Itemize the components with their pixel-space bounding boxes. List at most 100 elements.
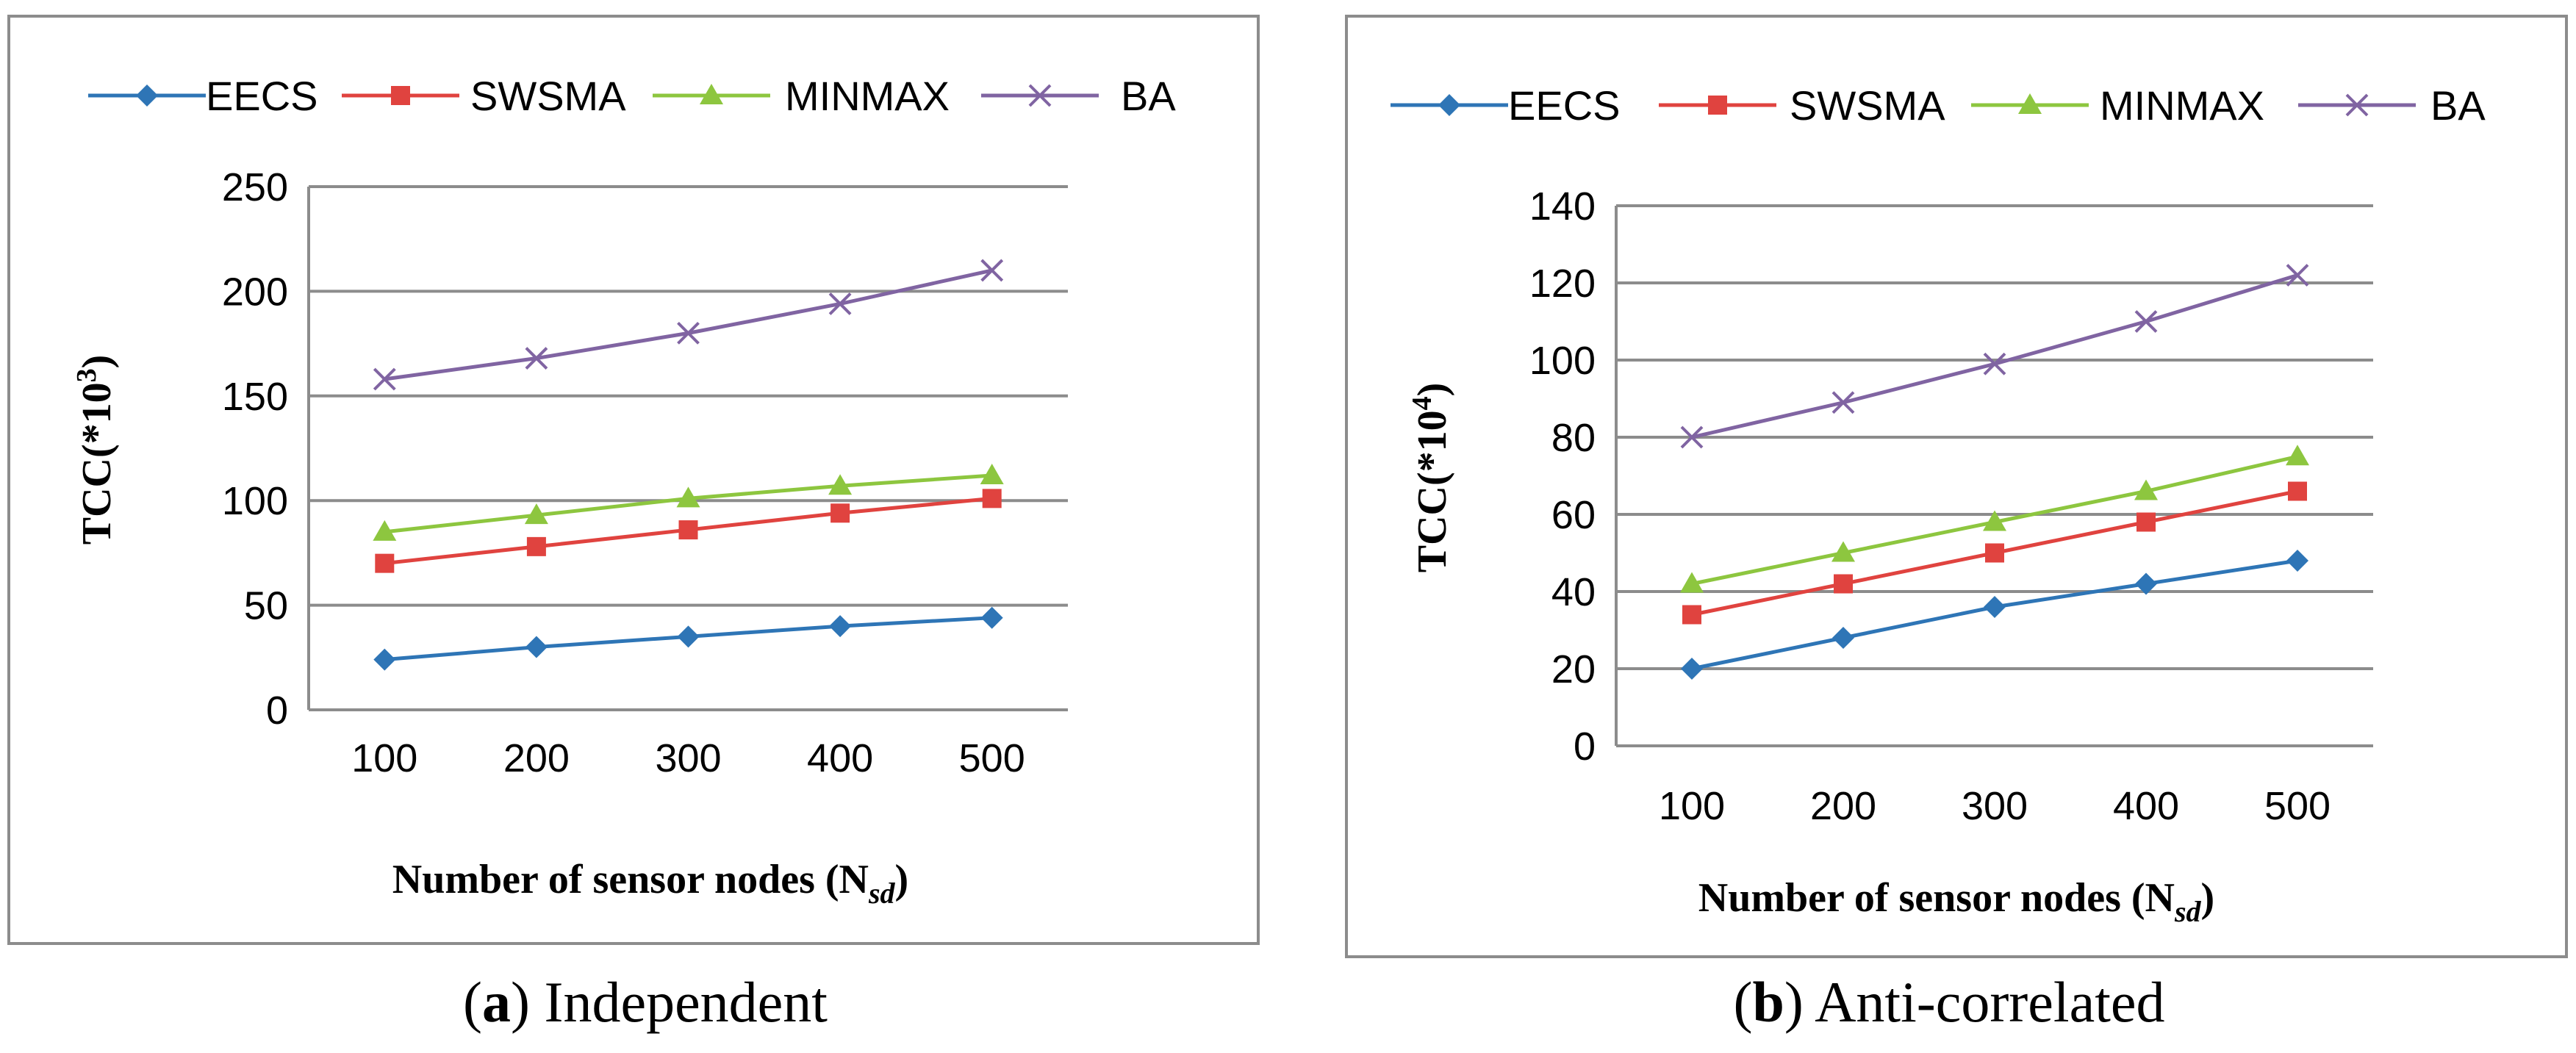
chart-a-series-swsma-point-200 xyxy=(526,536,546,556)
chart-a-legend-eecs-marker xyxy=(136,85,158,107)
chart-b-series-eecs-point-500 xyxy=(2286,550,2308,572)
chart-a-legend-ba-marker-stroke-2 xyxy=(1028,84,1052,107)
chart-b-x-tick-500: 500 xyxy=(2264,784,2331,828)
chart-a-series-eecs-point-200 xyxy=(525,636,548,658)
chart-a-series-ba-point-500 xyxy=(980,259,1004,282)
chart-b-x-tick-200: 200 xyxy=(1810,784,1876,828)
chart-b-x-tick-300: 300 xyxy=(1962,784,2028,828)
chart-a-y-axis-title-main: TCC(*10 xyxy=(74,382,120,545)
chart-a-series-ba-point-500-stroke-2 xyxy=(980,259,1004,282)
chart-b-series-minmax-point-100 xyxy=(1680,572,1704,593)
chart-b-x-axis-title: Number of sensor nodes (Nsd) xyxy=(1698,875,2214,928)
chart-a-x-tick-100: 100 xyxy=(351,736,417,780)
chart-a-y-axis-title-sup: 3 xyxy=(71,368,102,382)
chart-b-series-ba-point-400-stroke-2 xyxy=(2134,310,2158,333)
chart-b-series-ba xyxy=(1680,264,2309,449)
chart-b-series-minmax-point-500 xyxy=(2286,445,2309,466)
chart-b-series-eecs-point-100 xyxy=(1681,658,1703,680)
chart-a-caption-label: a xyxy=(482,970,511,1034)
chart-a-legend-eecs-label: EECS xyxy=(206,73,318,119)
chart-a-x-tick-500: 500 xyxy=(959,736,1025,780)
chart-b-x-tick-100: 100 xyxy=(1659,784,1725,828)
chart-b-legend-swsma-label: SWSMA xyxy=(1790,82,1945,129)
chart-a-y-axis-title: TCC(*103) xyxy=(71,355,120,545)
chart-a-x-tick-200: 200 xyxy=(503,736,570,780)
chart-b-y-tick-140: 140 xyxy=(1529,184,1596,229)
chart-a-legend-ba-marker xyxy=(1028,84,1052,107)
chart-a-frame xyxy=(7,15,1260,945)
chart-b-series-eecs-point-200 xyxy=(1832,627,1854,649)
chart-a-caption-text: Independent xyxy=(544,970,828,1034)
chart-b-series-ba-point-100 xyxy=(1680,425,1704,449)
chart-b-y-tick-40: 40 xyxy=(1551,570,1596,614)
chart-a-x-axis-title-close: ) xyxy=(895,857,909,902)
chart-b-legend: EECS SWSMA MINMAX BA xyxy=(1391,82,2486,129)
chart-b-series-ba-point-300-stroke-2 xyxy=(1983,352,2006,375)
chart-a-series-ba-point-100-stroke-2 xyxy=(373,367,396,391)
chart-b-series-ba-point-400 xyxy=(2134,310,2158,333)
chart-a-series-minmax-point-300 xyxy=(676,486,700,508)
chart-b-y-tick-120: 120 xyxy=(1529,262,1596,306)
chart-panel-a: 0 50 100 150 200 250 100 200 300 400 500 EECS SWSMA M… xyxy=(7,15,1260,1034)
chart-a-series-eecs xyxy=(373,606,1003,671)
chart-a-y-tick-100: 100 xyxy=(222,479,288,523)
chart-b-y-tick-0: 0 xyxy=(1574,725,1596,769)
chart-b-legend-ba-label: BA xyxy=(2430,82,2486,129)
chart-b-svg: 0 20 40 60 80 100 120 140 100 200 300 400 500 EECS SWS… xyxy=(1345,15,2568,1034)
chart-b-series-ba-point-200-stroke-2 xyxy=(1831,391,1855,414)
chart-a-legend-swsma-marker xyxy=(391,86,410,105)
chart-a-series-ba xyxy=(373,259,1004,391)
chart-a-legend-swsma-label: SWSMA xyxy=(470,73,626,119)
chart-a-legend-minmax-marker xyxy=(700,84,723,104)
chart-a-x-axis-title: Number of sensor nodes (Nsd) xyxy=(392,857,908,910)
chart-b-series-eecs xyxy=(1681,550,2308,680)
chart-a-y-tick-50: 50 xyxy=(244,584,288,628)
chart-b-legend-swsma-marker xyxy=(1708,96,1727,115)
chart-b-y-tick-80: 80 xyxy=(1551,416,1596,460)
chart-a-legend: EECS SWSMA MINMAX BA xyxy=(88,73,1176,119)
chart-a-caption-open: ( xyxy=(463,970,482,1034)
chart-a-series-swsma-point-100 xyxy=(375,553,395,573)
chart-a-y-axis-title-close: ) xyxy=(74,355,120,369)
chart-b-caption-label: b xyxy=(1753,970,1784,1034)
chart-b-y-axis-title-main: TCC(*10 xyxy=(1410,410,1455,572)
chart-b-frame xyxy=(1345,15,2568,958)
chart-b-caption: (b) Anti-correlated xyxy=(1734,970,2165,1034)
chart-a-series-swsma-point-500 xyxy=(982,489,1002,508)
chart-b-series-ba-point-200 xyxy=(1831,391,1855,414)
chart-a-series-minmax-point-200 xyxy=(524,503,548,525)
chart-b-series-swsma-point-400 xyxy=(2136,512,2156,532)
chart-b-legend-ba-marker xyxy=(2345,93,2369,117)
chart-a-y-tick-150: 150 xyxy=(222,375,288,419)
chart-b-series-minmax-point-300 xyxy=(1983,510,2006,531)
chart-a-y-tick-250: 250 xyxy=(222,165,288,209)
chart-panel-b: 0 20 40 60 80 100 120 140 100 200 300 400 500 EECS SWS… xyxy=(1288,0,2576,1053)
chart-a-series-ba-point-300 xyxy=(677,321,700,345)
chart-a-x-axis-title-main: Number of sensor nodes (N xyxy=(392,857,869,902)
chart-b-y-axis-title-close: ) xyxy=(1410,383,1455,397)
chart-a-series-swsma xyxy=(375,489,1002,573)
chart-a-y-tick-0: 0 xyxy=(266,689,288,733)
chart-a-series-eecs-point-300 xyxy=(677,625,700,648)
chart-b-y-tick-20: 20 xyxy=(1551,647,1596,691)
chart-a-series-ba-point-100 xyxy=(373,367,396,391)
chart-b-series-swsma-point-100 xyxy=(1682,605,1701,625)
chart-b-series-swsma-point-200 xyxy=(1834,574,1853,594)
chart-a-y-tick-200: 200 xyxy=(222,270,288,314)
chart-b-series-eecs-point-300 xyxy=(1984,596,2006,618)
chart-b-series-ba-point-300 xyxy=(1983,352,2006,375)
chart-a-x-axis-title-sub: sd xyxy=(868,877,896,910)
chart-a-svg: 0 50 100 150 200 250 100 200 300 400 500 EECS SWSMA M… xyxy=(7,15,1260,1034)
chart-b-y-tick-60: 60 xyxy=(1551,493,1596,537)
chart-b-x-axis-title-close: ) xyxy=(2201,875,2215,921)
chart-a-series-swsma-point-300 xyxy=(678,520,698,540)
chart-b-legend-minmax-marker xyxy=(2018,93,2042,114)
chart-b-legend-ba-marker-stroke-2 xyxy=(2345,93,2369,117)
chart-a-series-ba-point-400 xyxy=(828,292,852,315)
chart-a-caption: (a) Independent xyxy=(463,970,828,1034)
chart-b-series-ba-point-500 xyxy=(2286,264,2309,287)
chart-b-series-swsma xyxy=(1682,481,2307,625)
chart-b-series-minmax xyxy=(1680,445,2309,593)
chart-b-y-axis-title: TCC(*104) xyxy=(1407,383,1455,573)
chart-b-series-swsma-point-300 xyxy=(1985,543,2004,563)
